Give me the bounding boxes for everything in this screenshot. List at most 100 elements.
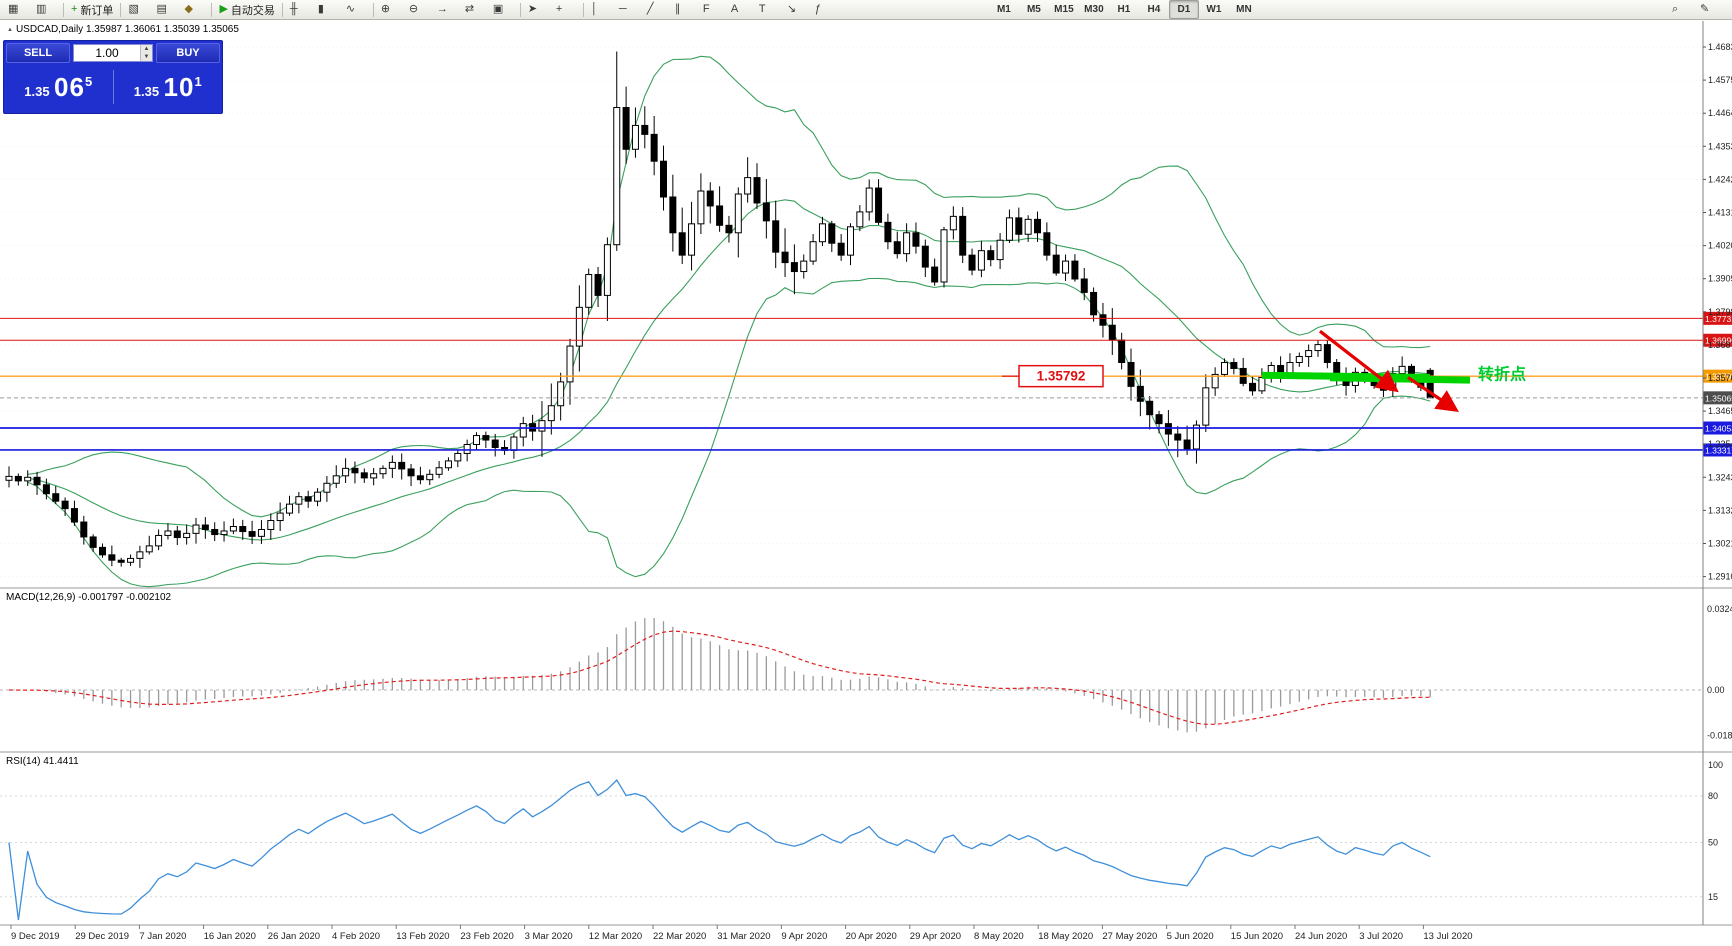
toolbar-separator bbox=[211, 2, 213, 17]
zoom-in-button[interactable]: ⊕ bbox=[377, 0, 405, 19]
profiles-icon: ▥ bbox=[36, 3, 47, 15]
line-chart-mode-button[interactable]: ∿ bbox=[342, 0, 370, 19]
auto-trading-button[interactable]: ▶ 自动交易 bbox=[215, 0, 278, 19]
text-label-button[interactable]: T bbox=[755, 0, 783, 19]
horizontal-line-icon: ─ bbox=[618, 3, 627, 15]
fibonacci-button[interactable]: F bbox=[699, 0, 727, 19]
symbol-marker-icon: ▲ bbox=[7, 26, 13, 33]
price-axis-label: 1.41310 bbox=[1708, 208, 1732, 218]
date-axis-label: 24 Jun 2020 bbox=[1295, 931, 1347, 942]
bollinger-upper bbox=[27, 55, 1431, 518]
price-divider bbox=[112, 70, 114, 104]
line-chart-mode-icon: ∿ bbox=[345, 3, 356, 15]
timeframe-mn-button[interactable]: MN bbox=[1236, 4, 1252, 15]
arrow-objects-button[interactable]: ↘ bbox=[783, 0, 811, 19]
axes-layer: 1.46830 1.45750 1.44640 1.43530 1.42420 1.413… bbox=[0, 21, 1732, 942]
red-arrow-annotation-2[interactable] bbox=[1407, 376, 1459, 413]
macd-axis-label: -0.018182 bbox=[1707, 730, 1732, 740]
auto-scroll-button[interactable]: → bbox=[433, 0, 461, 19]
turn-point-label[interactable]: 转折点 bbox=[1478, 364, 1526, 383]
rsi-axis-label: 80 bbox=[1708, 791, 1718, 801]
zoom-out-button[interactable]: ⊖ bbox=[405, 0, 433, 19]
date-axis-label: 9 Dec 2019 bbox=[11, 931, 60, 942]
search-icon: ⌕ bbox=[1672, 3, 1679, 15]
date-axis-label: 5 Jun 2020 bbox=[1167, 931, 1214, 942]
one-click-trading-panel: SELL ▲ ▼ BUY 1.35 065 1.35 101 bbox=[3, 40, 223, 114]
sell-price-display[interactable]: 1.35 065 bbox=[4, 72, 113, 103]
price-axis-label: 1.42420 bbox=[1708, 174, 1732, 184]
auto-trading-label: 自动交易 bbox=[230, 4, 275, 17]
data-window-button[interactable]: ▤ bbox=[152, 0, 180, 19]
price-tag-1.37731 bbox=[1703, 311, 1732, 325]
lot-size-input[interactable] bbox=[74, 45, 140, 61]
trendline-button[interactable]: ╱ bbox=[643, 0, 671, 19]
macd-indicator-label: MACD(12,26,9) -0.001797 -0.002102 bbox=[6, 592, 172, 603]
tile-windows-icon: ▣ bbox=[492, 3, 504, 15]
new-chart-icon: ▦ bbox=[8, 3, 19, 15]
timeframe-m30-button[interactable]: M30 bbox=[1084, 4, 1104, 15]
toolbar-separator bbox=[519, 2, 521, 17]
buy-price-pips: 10 bbox=[163, 71, 195, 102]
date-axis-label: 20 Apr 2020 bbox=[846, 931, 897, 942]
chart-shift-button[interactable]: ⇄ bbox=[461, 0, 489, 19]
indicators-button[interactable]: ƒ bbox=[811, 0, 839, 19]
timeframe-m1-button[interactable]: M1 bbox=[996, 4, 1011, 15]
rsi-panel bbox=[0, 779, 1703, 921]
candlestick-mode-icon: ▮ bbox=[317, 3, 324, 15]
horizontal-line-button[interactable]: ─ bbox=[615, 0, 643, 19]
market-watch-button[interactable]: ▧ bbox=[124, 0, 152, 19]
equidistant-channel-button[interactable]: ∥ bbox=[671, 0, 699, 19]
price-axis-label: 1.36870 bbox=[1708, 340, 1732, 350]
price-tag-text: 1.36996 bbox=[1705, 336, 1732, 346]
macd-axis-label: 0.032478 bbox=[1707, 604, 1732, 614]
bollinger-middle bbox=[27, 199, 1431, 541]
timeframe-h4-button[interactable]: H4 bbox=[1147, 4, 1161, 15]
candlestick-mode-button[interactable]: ▮ bbox=[314, 0, 342, 19]
price-tag-1.34053 bbox=[1703, 421, 1732, 435]
profiles-button[interactable]: ▥ bbox=[32, 0, 60, 19]
search-button[interactable]: ⌕ bbox=[1668, 0, 1696, 19]
sell-button[interactable]: SELL bbox=[6, 43, 70, 63]
price-tag-text: 1.35065 bbox=[1705, 393, 1732, 403]
price-axis-label: 1.33540 bbox=[1708, 439, 1732, 449]
bollinger-lower bbox=[27, 277, 1431, 588]
tile-windows-button[interactable]: ▣ bbox=[489, 0, 517, 19]
timeframe-w1-button[interactable]: W1 bbox=[1206, 4, 1222, 15]
timeframe-m5-button[interactable]: M5 bbox=[1026, 4, 1041, 15]
vertical-line-icon: │ bbox=[590, 3, 598, 15]
symbol-ohlc-text: USDCAD,Daily 1.35987 1.36061 1.35039 1.3… bbox=[15, 24, 239, 35]
cursor-button[interactable]: ➤ bbox=[524, 0, 552, 19]
bar-chart-mode-button[interactable]: ╫ bbox=[286, 0, 314, 19]
text-button[interactable]: A bbox=[727, 0, 755, 19]
new-order-button[interactable]: + 新订单 bbox=[67, 0, 117, 19]
buy-button[interactable]: BUY bbox=[156, 43, 220, 63]
indicators-icon: ƒ bbox=[814, 3, 822, 15]
timeframe-m15-button[interactable]: M15 bbox=[1054, 4, 1074, 15]
timeframe-d1-button[interactable]: D1 bbox=[1168, 0, 1199, 19]
timeframe-group: M1 M5 M15 M30 H1 H4 D1 W1 MN bbox=[989, 0, 1259, 19]
price-axis-label: 1.46830 bbox=[1708, 42, 1732, 52]
price-axis-label: 1.43530 bbox=[1708, 141, 1732, 151]
lot-spinner: ▲ ▼ bbox=[140, 45, 152, 61]
zoom-in-icon: ⊕ bbox=[380, 3, 391, 15]
green-band-annotation-2[interactable] bbox=[1329, 374, 1471, 384]
crosshair-button[interactable]: + bbox=[552, 0, 580, 19]
red-arrow-annotation-1[interactable] bbox=[1319, 329, 1399, 393]
lot-decrease-button[interactable]: ▼ bbox=[140, 53, 152, 61]
text-icon: A bbox=[730, 3, 739, 15]
lot-increase-button[interactable]: ▲ bbox=[140, 45, 152, 53]
edit-button[interactable]: ✎ bbox=[1696, 0, 1724, 19]
vertical-line-button[interactable]: │ bbox=[587, 0, 615, 19]
candles-layer bbox=[5, 51, 1434, 568]
strategy-tester-button[interactable]: ◆ bbox=[180, 0, 208, 19]
buy-price-display[interactable]: 1.35 101 bbox=[114, 72, 223, 103]
edit-icon: ✎ bbox=[1700, 3, 1710, 15]
date-axis-label: 29 Dec 2019 bbox=[75, 931, 129, 942]
buy-price-figure: 1.35 bbox=[133, 83, 160, 99]
timeframe-h1-button[interactable]: H1 bbox=[1117, 4, 1131, 15]
toolbar-right-icons: ⌕ ✎ bbox=[1668, 0, 1724, 19]
new-chart-button[interactable]: ▦ bbox=[4, 0, 32, 19]
macd-axis-label: 0.00 bbox=[1707, 685, 1725, 695]
price-callout-box[interactable] bbox=[1018, 364, 1104, 388]
